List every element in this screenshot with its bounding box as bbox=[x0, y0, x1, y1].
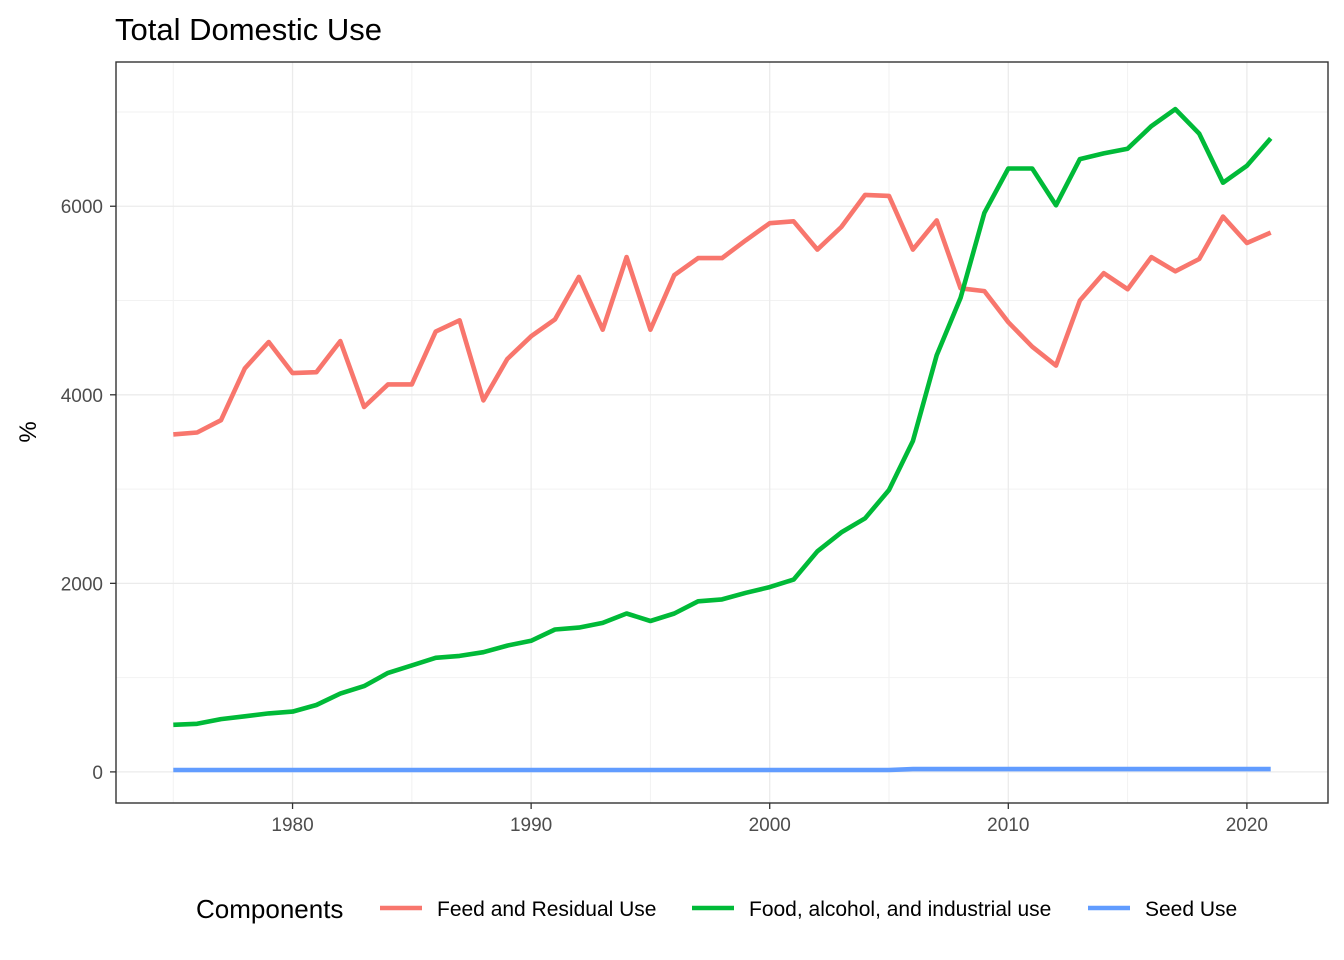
x-tick-label: 1990 bbox=[510, 815, 552, 836]
y-tick-label: 0 bbox=[92, 763, 103, 784]
series-line-0 bbox=[173, 192, 1272, 437]
legend-title: Components bbox=[196, 894, 343, 924]
grid-major bbox=[116, 62, 1328, 803]
x-tick-label: 1980 bbox=[271, 815, 313, 836]
y-axis-title: % bbox=[15, 421, 42, 442]
legend: Components Feed and Residual Use Food, al… bbox=[196, 894, 1237, 924]
panel-border bbox=[115, 61, 1329, 804]
y-axis-ticks: 0 2000 4000 6000 bbox=[61, 197, 116, 784]
series-line-1 bbox=[173, 106, 1273, 728]
chart-title: Total Domestic Use bbox=[115, 12, 382, 47]
y-tick-label: 6000 bbox=[61, 197, 103, 218]
x-axis-ticks: 1980 1990 2000 2010 2020 bbox=[271, 803, 1268, 836]
legend-label-0: Feed and Residual Use bbox=[437, 898, 656, 921]
x-tick-label: 2010 bbox=[987, 815, 1029, 836]
x-tick-label: 2000 bbox=[749, 815, 791, 836]
x-tick-label: 2020 bbox=[1226, 815, 1268, 836]
legend-label-1: Food, alcohol, and industrial use bbox=[749, 898, 1051, 921]
series-line-2 bbox=[173, 766, 1271, 773]
grid-minor bbox=[116, 62, 1328, 803]
legend-items: Feed and Residual Use Food, alcohol, and … bbox=[380, 898, 1237, 921]
legend-label-2: Seed Use bbox=[1145, 898, 1237, 921]
y-tick-label: 2000 bbox=[61, 574, 103, 595]
series-lines bbox=[173, 106, 1273, 773]
y-tick-label: 4000 bbox=[61, 386, 103, 407]
